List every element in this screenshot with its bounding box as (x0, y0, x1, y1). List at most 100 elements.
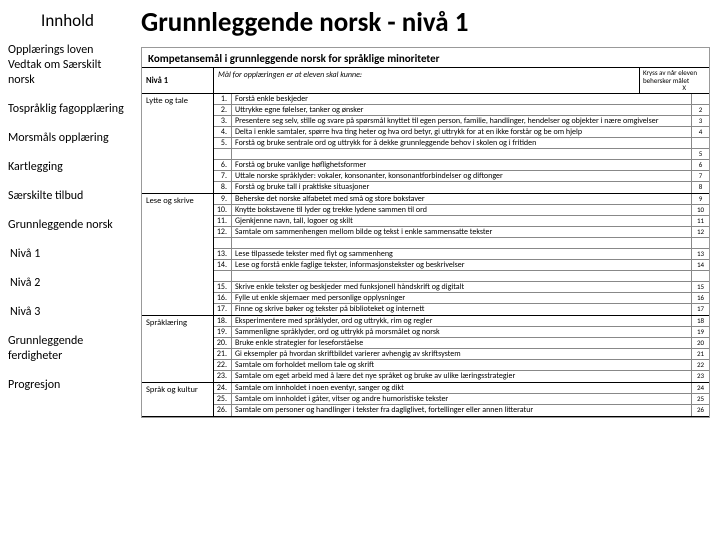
item-checkbox[interactable]: 26 (691, 405, 709, 416)
item-checkbox[interactable]: 10 (691, 205, 709, 215)
item-number: 15. (214, 282, 232, 292)
item-checkbox[interactable]: 7 (691, 171, 709, 181)
item-checkbox[interactable]: 25 (691, 394, 709, 404)
item-checkbox[interactable]: 13 (691, 249, 709, 259)
item-number: 26. (214, 405, 232, 416)
item-checkbox[interactable] (691, 238, 709, 248)
nav-item[interactable]: Grunnleggende ferdigheter (8, 334, 127, 364)
mark-label: Kryss av når eleven behersker målet (643, 69, 706, 84)
item-number: 17. (214, 304, 232, 315)
item-row: 13.Lese tilpassede tekster med flyt og s… (214, 249, 709, 260)
item-row: 3.Presentere seg selv, stille og svare p… (214, 116, 709, 127)
doc-heading: Kompetansemål i grunnleggende norsk for … (142, 48, 709, 67)
item-text: Samtale om innholdet i noen eventyr, san… (232, 383, 691, 393)
nav-item[interactable]: Nivå 1 (8, 247, 127, 262)
item-row: 23.Samtale om eget arbeid med å lære det… (214, 371, 709, 382)
item-checkbox[interactable]: 22 (691, 360, 709, 370)
doc-header-row: Nivå 1 Mål for opplæringen er at eleven … (142, 67, 709, 94)
nav-item[interactable]: Vedtak om Særskilt norsk (8, 58, 127, 88)
item-number (214, 238, 232, 248)
nav-item[interactable]: Opplærings loven (8, 43, 127, 58)
item-checkbox[interactable]: 18 (691, 316, 709, 326)
item-row: 22.Samtale om forholdet mellom tale og s… (214, 360, 709, 371)
item-text: Knytte bokstavene til lyder og trekke ly… (232, 205, 691, 215)
item-number: 7. (214, 171, 232, 181)
item-checkbox[interactable]: 9 (691, 194, 709, 204)
item-text: Uttrykke egne følelser, tanker og ønsker (232, 105, 691, 115)
item-number: 14. (214, 260, 232, 270)
item-number: 1. (214, 94, 232, 104)
item-checkbox[interactable] (691, 271, 709, 281)
item-text: Presentere seg selv, stille og svare på … (232, 116, 691, 126)
item-checkbox[interactable]: 11 (691, 216, 709, 226)
item-checkbox[interactable]: 3 (691, 116, 709, 126)
item-row: 4.Delta i enkle samtaler, spørre hva tin… (214, 127, 709, 138)
item-text: Samtale om sammenhengen mellom bilde og … (232, 227, 691, 237)
item-number: 5. (214, 138, 232, 148)
item-number: 19. (214, 327, 232, 337)
item-checkbox[interactable]: 2 (691, 105, 709, 115)
nav-item[interactable]: Kartlegging (8, 160, 127, 175)
item-text: Forstå enkle beskjeder (232, 94, 691, 104)
nav-item[interactable]: Nivå 3 (8, 305, 127, 320)
item-text (232, 271, 691, 281)
item-row: 1.Forstå enkle beskjeder (214, 94, 709, 105)
section-label: Lese og skrive (142, 194, 214, 315)
nav-item[interactable]: Tospråklig fagopplæring (8, 102, 127, 117)
nav-item[interactable]: Nivå 2 (8, 276, 127, 291)
item-checkbox[interactable]: 8 (691, 182, 709, 193)
section-label: Lytte og tale (142, 94, 214, 193)
item-checkbox[interactable]: 5 (691, 149, 709, 159)
sidebar: Innhold Opplærings loven Vedtak om Særsk… (0, 0, 135, 540)
item-checkbox[interactable] (691, 138, 709, 148)
nav-item[interactable]: Særskilte tilbud (8, 189, 127, 204)
item-number: 21. (214, 349, 232, 359)
section-body: 9.Beherske det norske alfabetet med små … (214, 194, 709, 315)
item-row: 8.Forstå og bruke tall i praktiske situa… (214, 182, 709, 193)
goal-cell: Mål for opplæringen er at eleven skal ku… (214, 68, 639, 93)
main-content: Grunnleggende norsk - nivå 1 Kompetansem… (135, 0, 720, 540)
item-checkbox[interactable]: 17 (691, 304, 709, 315)
nav-item[interactable]: Progresjon (8, 378, 127, 393)
item-checkbox[interactable]: 14 (691, 260, 709, 270)
item-checkbox[interactable]: 15 (691, 282, 709, 292)
item-text (232, 149, 691, 159)
item-text: Skrive enkle tekster og beskjeder med fu… (232, 282, 691, 292)
item-text: Gi eksempler på hvordan skriftbildet var… (232, 349, 691, 359)
item-number: 24. (214, 383, 232, 393)
item-checkbox[interactable]: 21 (691, 349, 709, 359)
item-text: Samtale om forholdet mellom tale og skri… (232, 360, 691, 370)
mark-header: Kryss av når eleven behersker målet X (639, 68, 709, 93)
item-checkbox[interactable]: 16 (691, 293, 709, 303)
item-text: Gjenkjenne navn, tall, logoer og skilt (232, 216, 691, 226)
item-text: Sammenligne språklyder, ord og uttrykk p… (232, 327, 691, 337)
item-checkbox[interactable]: 20 (691, 338, 709, 348)
item-number: 6. (214, 160, 232, 170)
nav-item[interactable]: Morsmåls opplæring (8, 131, 127, 146)
item-row: 5.Forstå og bruke sentrale ord og uttryk… (214, 138, 709, 149)
item-checkbox[interactable]: 6 (691, 160, 709, 170)
page-title: Grunnleggende norsk - nivå 1 (141, 6, 710, 39)
section-label: Språklæring (142, 316, 214, 382)
item-checkbox[interactable] (691, 94, 709, 104)
item-text: Samtale om innholdet i gåter, vitser og … (232, 394, 691, 404)
section-row: Lese og skrive9.Beherske det norske alfa… (142, 194, 709, 316)
item-text: Samtale om eget arbeid med å lære det ny… (232, 371, 691, 382)
item-number: 9. (214, 194, 232, 204)
item-row: 2.Uttrykke egne følelser, tanker og ønsk… (214, 105, 709, 116)
item-row: 5 (214, 149, 709, 160)
item-row: 10.Knytte bokstavene til lyder og trekke… (214, 205, 709, 216)
item-checkbox[interactable]: 19 (691, 327, 709, 337)
item-checkbox[interactable]: 4 (691, 127, 709, 137)
item-number: 3. (214, 116, 232, 126)
item-row: 24.Samtale om innholdet i noen eventyr, … (214, 383, 709, 394)
item-checkbox[interactable]: 24 (691, 383, 709, 393)
item-checkbox[interactable]: 23 (691, 371, 709, 382)
item-number: 8. (214, 182, 232, 193)
item-text: Delta i enkle samtaler, spørre hva ting … (232, 127, 691, 137)
nav-item[interactable]: Grunnleggende norsk (8, 218, 127, 233)
item-text: Lese tilpassede tekster med flyt og samm… (232, 249, 691, 259)
item-number: 23. (214, 371, 232, 382)
item-checkbox[interactable]: 12 (691, 227, 709, 237)
document-table: Kompetansemål i grunnleggende norsk for … (141, 47, 710, 418)
